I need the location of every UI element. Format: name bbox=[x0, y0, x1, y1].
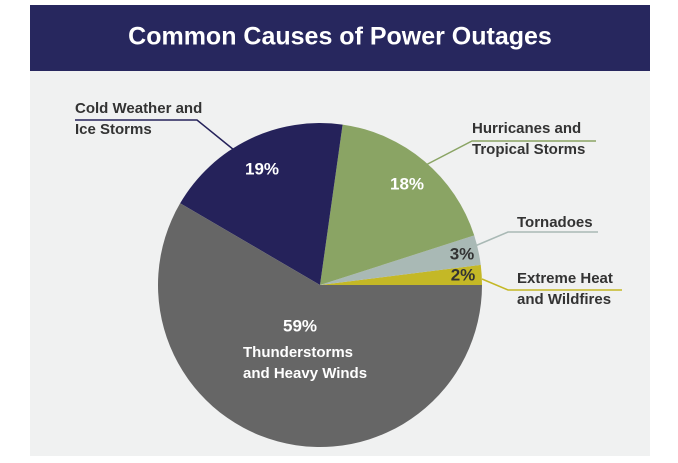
percent-label: 3% bbox=[450, 244, 475, 263]
category-label: Cold Weather and Ice Storms bbox=[75, 100, 203, 138]
leader-line bbox=[474, 231, 598, 247]
leader-line bbox=[481, 278, 622, 291]
percent-label: 59% bbox=[283, 316, 317, 335]
category-label: Thunderstorms and Heavy Winds bbox=[243, 344, 368, 382]
percent-label: 18% bbox=[390, 174, 424, 193]
pie-slice bbox=[320, 264, 482, 285]
leader-line bbox=[419, 140, 596, 169]
pie-slice bbox=[157, 203, 482, 447]
category-label: Extreme Heat and Wildfires bbox=[517, 270, 613, 308]
leader-line bbox=[75, 119, 235, 151]
percent-label: 2% bbox=[451, 265, 476, 284]
pie-slice bbox=[320, 235, 481, 285]
percent-label: 19% bbox=[245, 159, 279, 178]
chart-title: Common Causes of Power Outages bbox=[128, 23, 552, 51]
category-label: Hurricanes and Tropical Storms bbox=[472, 120, 586, 158]
title-bar bbox=[30, 5, 650, 71]
pie-slice bbox=[320, 124, 475, 285]
category-label: Tornadoes bbox=[517, 214, 593, 231]
pie-slice bbox=[180, 122, 343, 285]
